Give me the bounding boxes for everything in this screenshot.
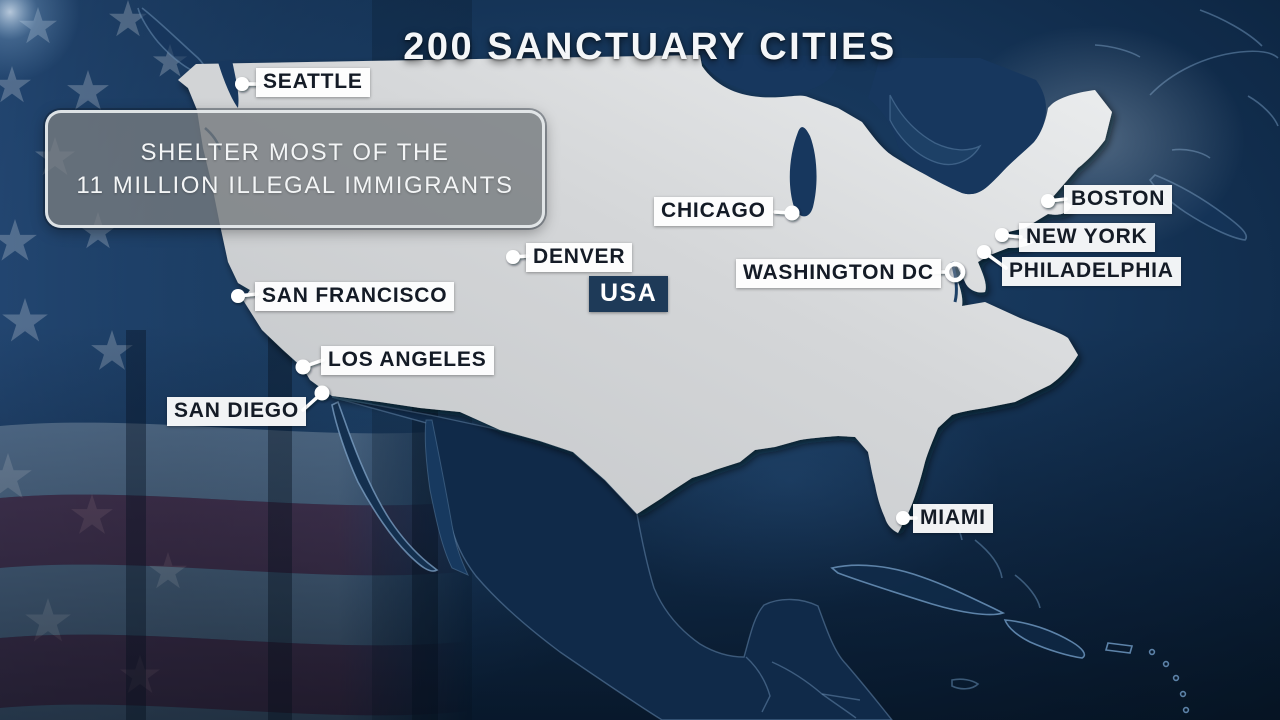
city-label-philadelphia: PHILADELPHIA [1002,257,1181,286]
city-label-seattle: SEATTLE [256,68,370,97]
city-label-denver: DENVER [526,243,633,272]
los-angeles-dot [295,359,311,375]
seattle-dot [235,77,249,91]
city-label-miami: MIAMI [913,504,993,533]
city-label-los-angeles: LOS ANGELES [321,346,494,375]
denver-dot [506,250,520,264]
page-title: 200 SANCTUARY CITIES [403,26,897,68]
washington-dc-ring-marker [944,261,966,283]
miami-dot [896,511,910,525]
city-label-new-york: NEW YORK [1019,223,1155,252]
city-label-san-diego: SAN DIEGO [167,397,307,426]
great-lakes [204,54,1046,303]
boston-dot [1041,194,1055,208]
baja-california [331,400,439,572]
chicago-dot [784,205,800,221]
city-label-boston: BOSTON [1064,185,1173,214]
city-label-chicago: CHICAGO [654,197,773,226]
info-box-line1: SHELTER MOST OF THE [140,139,450,166]
new-york-dot [995,228,1009,242]
san-diego-dot [314,385,330,401]
caribbean-islands [830,504,1190,714]
central-america-borders [745,656,861,719]
philadelphia-dot [977,245,991,259]
info-box-line2: 11 MILLION ILLEGAL IMMIGRANTS [76,172,514,199]
country-label-usa: USA [589,276,669,312]
mexico-landmass [331,396,893,720]
city-label-washington-dc: WASHINGTON DC [736,259,941,288]
san-francisco-dot [231,289,245,303]
city-markers [231,77,1068,525]
info-box: SHELTER MOST OF THE 11 MILLION ILLEGAL I… [45,110,545,228]
gulf-of-california [424,419,470,576]
city-label-san-francisco: SAN FRANCISCO [255,282,455,311]
